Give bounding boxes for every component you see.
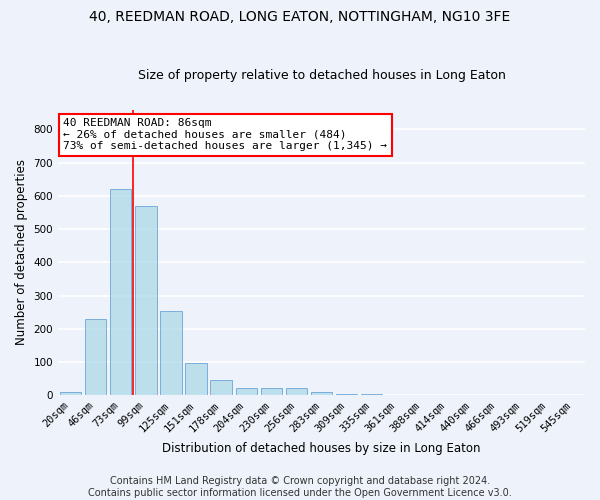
Bar <box>110 190 131 395</box>
Text: Contains HM Land Registry data © Crown copyright and database right 2024.
Contai: Contains HM Land Registry data © Crown c… <box>88 476 512 498</box>
Bar <box>135 206 157 395</box>
Bar <box>336 394 357 395</box>
Bar <box>85 320 106 395</box>
Bar <box>160 310 182 395</box>
Bar <box>185 363 207 395</box>
Bar <box>361 394 382 395</box>
Bar <box>260 388 282 395</box>
Title: Size of property relative to detached houses in Long Eaton: Size of property relative to detached ho… <box>137 69 505 82</box>
Bar <box>286 388 307 395</box>
Bar <box>211 380 232 395</box>
Bar <box>311 392 332 395</box>
Text: 40 REEDMAN ROAD: 86sqm
← 26% of detached houses are smaller (484)
73% of semi-de: 40 REEDMAN ROAD: 86sqm ← 26% of detached… <box>64 118 388 152</box>
Bar <box>236 388 257 395</box>
Text: 40, REEDMAN ROAD, LONG EATON, NOTTINGHAM, NG10 3FE: 40, REEDMAN ROAD, LONG EATON, NOTTINGHAM… <box>89 10 511 24</box>
X-axis label: Distribution of detached houses by size in Long Eaton: Distribution of detached houses by size … <box>162 442 481 455</box>
Bar <box>60 392 81 395</box>
Y-axis label: Number of detached properties: Number of detached properties <box>15 160 28 346</box>
